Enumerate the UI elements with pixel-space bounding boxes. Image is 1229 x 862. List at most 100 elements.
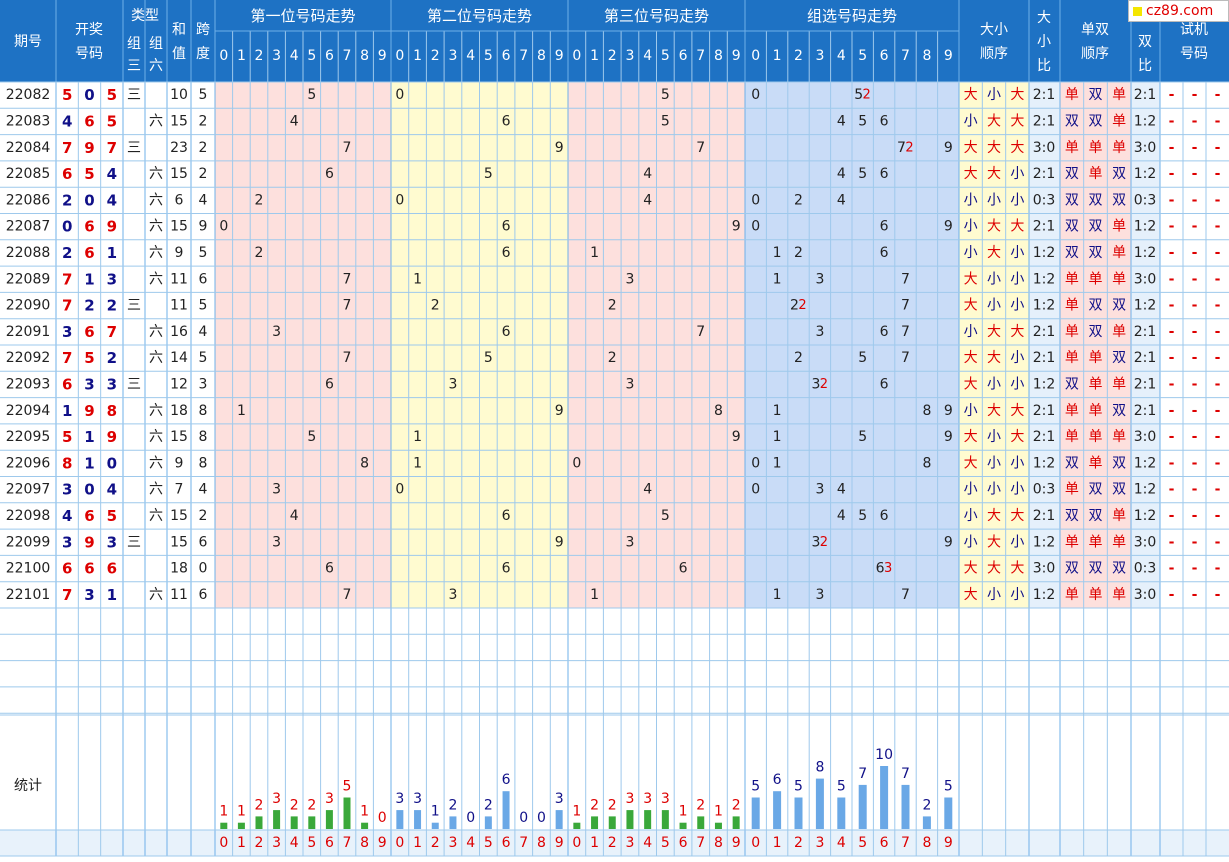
header-digit: 4 [290,48,299,64]
row-oe-order: 双 [1112,455,1126,471]
row-bs-order: 小 [1010,587,1024,603]
trend-mark-pos2: 0 [395,192,404,208]
stat-bar [626,810,634,829]
row-draw-number: 1 [62,402,72,420]
stat-value: 3 [413,791,422,807]
row-trial: - [1169,219,1175,235]
row-trial: - [1215,403,1221,419]
row-draw-number: 0 [84,191,94,209]
trend-mark-pos1: 3 [272,324,281,340]
header-bs-ratio: 大 [1037,10,1051,26]
trend-mark-pos1: 2 [255,192,264,208]
row-draw-number: 9 [84,533,94,551]
header-issue: 期号 [14,34,42,50]
header-digit: 8 [714,48,723,64]
row-draw-number: 0 [84,86,94,104]
row-oe-order: 单 [1089,140,1103,156]
trend-mark-pos1: 5 [307,429,316,445]
trend-mark-group: 3 [815,482,824,498]
row-span: 8 [199,429,208,445]
stat-value: 3 [555,791,564,807]
row-bs-order: 小 [1010,166,1024,182]
stat-bar [880,766,889,829]
header-digit: 7 [343,48,352,64]
row-oe-ratio: 2:1 [1134,324,1157,340]
stat-value: 2 [448,797,457,813]
row-oe-ratio: 1:2 [1134,298,1157,314]
trend-mark-group: 1 [773,271,782,287]
row-draw-number: 9 [107,428,117,446]
row-issue: 22091 [6,324,51,340]
row-bs-ratio: 1:2 [1033,455,1056,471]
row-bs-order: 大 [1010,508,1024,524]
stat-axis-digit: 1 [237,835,246,851]
stat-axis-digit: 6 [679,835,688,851]
stat-bar [449,816,457,829]
row-type-z6: 六 [149,324,163,340]
stat-axis-digit: 5 [484,835,493,851]
header-bs-ratio: 小 [1037,34,1051,50]
row-oe-order: 单 [1065,587,1079,603]
row-draw-number: 3 [107,270,117,288]
trend-mark-group: 4 [837,482,846,498]
row-trial: - [1215,324,1221,340]
stat-axis-digit: 5 [858,835,867,851]
site-logo[interactable]: cz89.com [1128,0,1229,22]
stat-axis-digit: 9 [378,835,387,851]
row-trial: - [1192,298,1198,314]
header-section-title: 第一位号码走势 [250,7,355,25]
trend-mark-pos2: 2 [431,298,440,314]
header-digit: 5 [484,48,493,64]
trend-mark-group: 1 [773,245,782,261]
trend-mark-group: 6 [880,245,889,261]
row-bs-order: 小 [964,192,978,208]
stat-value: 0 [519,810,528,826]
header-span: 度 [196,46,210,62]
row-draw-number: 4 [62,507,72,525]
trend-mark-group: 3 [815,324,824,340]
row-draw-number: 6 [84,507,94,525]
trend-mark-group: 7 [901,298,910,314]
trend-mark-pos3: 9 [732,429,741,445]
stat-bar [794,797,803,829]
stat-value: 1 [431,804,440,820]
header-bg [0,0,1229,82]
trend-mark-group: 4 [837,113,846,129]
row-oe-order: 单 [1112,113,1126,129]
trend-mark-pos3: 6 [679,561,688,577]
row-bs-order: 大 [964,271,978,287]
trend-mark-group: 2 [794,245,803,261]
stat-value: 1 [572,804,581,820]
row-trial: - [1192,429,1198,445]
row-sum: 10 [170,87,188,103]
row-draw-number: 4 [107,481,117,499]
row-sum: 11 [170,271,188,287]
header-digit: 0 [751,48,760,64]
header-digit: 1 [773,48,782,64]
row-oe-order: 双 [1065,166,1079,182]
row-oe-ratio: 2:1 [1134,403,1157,419]
row-issue: 22093 [6,376,51,392]
stat-value: 3 [325,791,334,807]
row-span: 6 [199,587,208,603]
row-oe-order: 双 [1112,192,1126,208]
stat-bar [591,816,599,829]
trend-mark-pos1: 3 [272,534,281,550]
row-sum: 15 [170,219,188,235]
stat-value: 10 [875,747,893,763]
row-span: 6 [199,271,208,287]
row-draw-number: 3 [107,375,117,393]
row-oe-order: 单 [1112,534,1126,550]
header-digit: 2 [431,48,440,64]
row-trial: - [1169,113,1175,129]
trend-mark-pos2: 6 [502,324,511,340]
row-oe-ratio: 3:0 [1134,587,1157,603]
row-issue: 22083 [6,113,51,129]
row-bs-order: 小 [987,87,1001,103]
stat-bar [431,822,439,829]
header-sum: 值 [172,46,186,62]
trend-mark-pos2: 6 [502,561,511,577]
trend-mark-pos2: 1 [413,271,422,287]
row-oe-order: 单 [1065,482,1079,498]
row-span: 2 [199,113,208,129]
